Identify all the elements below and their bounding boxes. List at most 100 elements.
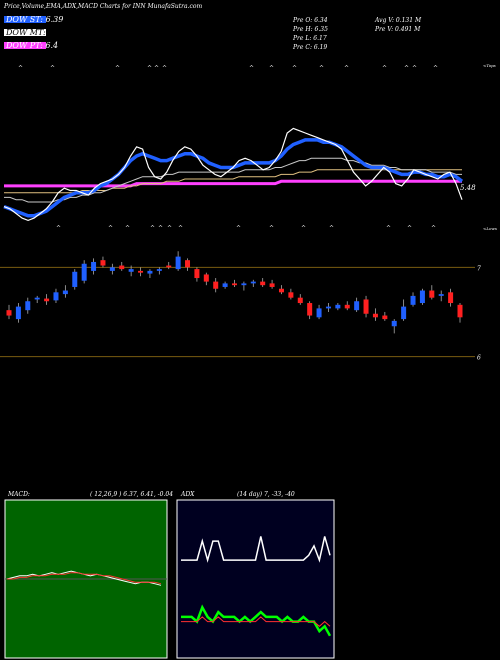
candle-body-4 — [44, 298, 50, 302]
lows-marker-11: ^ — [386, 225, 391, 232]
candle-body-17 — [166, 265, 172, 268]
tops-marker-7: ^ — [269, 65, 274, 72]
candle-body-44 — [419, 290, 425, 304]
tops-marker-3: ^ — [147, 65, 152, 72]
lows-marker-1: ^ — [108, 225, 113, 232]
tops-marker-11: ^ — [382, 65, 387, 72]
lows-label: <Lows — [483, 226, 497, 231]
lows-marker-12: ^ — [407, 225, 412, 232]
candle-body-27 — [260, 281, 266, 286]
stats-col2: Avg V: 0.131 M Pre V: 0.491 M — [375, 16, 421, 34]
candle-body-23 — [222, 283, 228, 287]
adx-params: (14 day) 7, -33, -40 — [237, 491, 295, 498]
candle-body-9 — [91, 261, 97, 271]
tops-marker-6: ^ — [249, 65, 254, 72]
adx-series-1 — [181, 604, 332, 637]
candle-body-34 — [325, 306, 331, 309]
lows-marker-13: ^ — [431, 225, 436, 232]
lows-marker-5: ^ — [167, 225, 172, 232]
candle-body-6 — [62, 290, 68, 295]
candle-body-12 — [119, 265, 125, 270]
macd-params: ( 12,26,9 ) 6.37, 6.41, -0.04 — [90, 491, 174, 498]
tops-marker-5: ^ — [162, 65, 167, 72]
candle-body-32 — [307, 303, 313, 316]
lows-marker-6: ^ — [178, 225, 183, 232]
candle-body-37 — [354, 301, 360, 311]
candle-body-15 — [147, 270, 153, 274]
ema-series-2 — [4, 157, 462, 203]
stat-avg-volume: Avg V: 0.131 M — [375, 17, 422, 24]
tops-label: <Tops — [483, 63, 496, 68]
candle-body-41 — [391, 320, 397, 327]
lows-marker-2: ^ — [125, 225, 130, 232]
candle-body-26 — [250, 281, 256, 284]
candle-body-29 — [278, 288, 284, 293]
candle-body-28 — [269, 283, 275, 287]
macd-label: MACD: — [8, 491, 30, 498]
legend-mt: DOW MT: 6.43 — [6, 28, 67, 37]
lows-marker-0: ^ — [56, 225, 61, 232]
lows-marker-4: ^ — [158, 225, 163, 232]
candle-body-13 — [128, 269, 134, 272]
stat-pre-close: Pre C: 6.19 — [293, 44, 328, 51]
y-label-6: 6 — [477, 355, 481, 362]
candle-body-14 — [138, 270, 144, 273]
ema-series-4 — [4, 179, 462, 188]
stat-pre-volume: Pre V: 0.491 M — [375, 26, 421, 33]
chart-title: Price,Volume,EMA,ADX,MACD Charts for INN… — [4, 3, 203, 10]
candle-body-8 — [81, 263, 87, 281]
candle-body-18 — [175, 256, 181, 270]
ema-series-0 — [3, 127, 463, 222]
candle-body-43 — [410, 295, 416, 305]
candle-body-1 — [15, 306, 21, 320]
lows-marker-9: ^ — [301, 225, 306, 232]
legend-swatch-mt — [4, 29, 46, 36]
lows-marker-8: ^ — [269, 225, 274, 232]
candle-body-36 — [344, 304, 350, 309]
stat-pre-high: Pre H: 6.35 — [293, 26, 328, 33]
price-label: 5.48 — [460, 184, 476, 192]
candle-body-39 — [372, 313, 378, 318]
candle-body-47 — [448, 292, 454, 304]
tops-marker-12: ^ — [404, 65, 409, 72]
candle-body-19 — [185, 260, 191, 268]
lows-marker-3: ^ — [150, 225, 155, 232]
candle-body-38 — [363, 299, 369, 314]
candle-body-40 — [382, 315, 388, 320]
tops-marker-13: ^ — [412, 65, 417, 72]
candle-body-2 — [25, 301, 31, 311]
candle-body-33 — [316, 308, 322, 318]
tops-marker-10: ^ — [344, 65, 349, 72]
candle-body-24 — [232, 283, 237, 286]
candle-body-31 — [297, 297, 303, 304]
adx-series-0 — [181, 536, 331, 563]
macd-series-1 — [7, 572, 162, 585]
adx-series-2 — [181, 616, 331, 627]
tops-marker-2: ^ — [115, 65, 120, 72]
y-label-7: 7 — [477, 265, 481, 272]
candle-body-46 — [438, 294, 444, 296]
candle-body-20 — [194, 269, 200, 279]
tops-marker-8: ^ — [292, 65, 297, 72]
stat-pre-open: Pre O: 6.34 — [293, 17, 328, 24]
legend-swatch-st — [4, 16, 46, 23]
tops-marker-0: ^ — [18, 65, 23, 72]
adx-panel — [176, 499, 335, 659]
candle-body-5 — [53, 292, 59, 301]
legend-st: DOW ST: 6.39 — [6, 15, 64, 24]
tops-marker-1: ^ — [50, 65, 55, 72]
lows-marker-10: ^ — [329, 225, 334, 232]
candle-body-16 — [156, 269, 162, 271]
tops-marker-14: ^ — [433, 65, 438, 72]
candle-body-0 — [6, 310, 12, 316]
candle-body-35 — [335, 304, 341, 309]
candle-body-11 — [109, 267, 115, 271]
stat-pre-low: Pre L: 6.17 — [293, 35, 327, 42]
stats-col1: Pre O: 6.34 Pre H: 6.35 Pre L: 6.17 Pre … — [293, 16, 328, 52]
candle-body-30 — [288, 292, 294, 298]
legend-swatch-pt — [4, 42, 46, 49]
candle-body-45 — [429, 290, 435, 298]
candle-body-3 — [34, 297, 40, 300]
lows-marker-7: ^ — [236, 225, 241, 232]
